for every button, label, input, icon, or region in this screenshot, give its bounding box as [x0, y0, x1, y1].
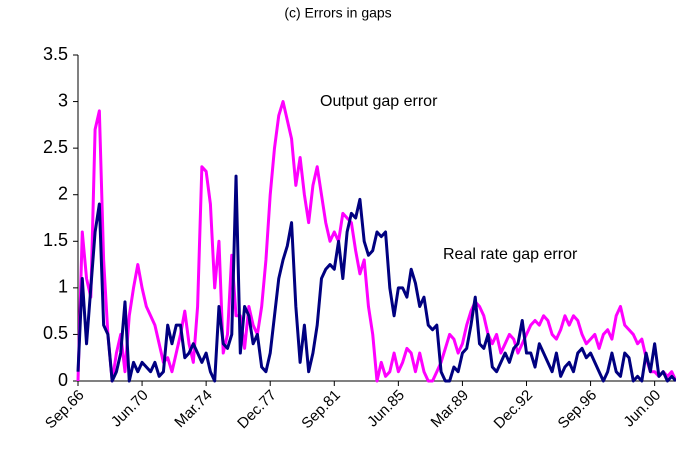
x-tick-label: Jun.70	[108, 387, 152, 431]
series-line	[76, 100, 676, 383]
y-tick-label: 1	[58, 277, 68, 297]
x-tick-label: Dec.92	[491, 387, 537, 433]
x-tick-label: Sep.66	[42, 387, 88, 433]
x-tick-label: Mar.89	[428, 387, 472, 431]
x-tick-label: Sep.96	[555, 387, 601, 433]
series-line	[76, 174, 676, 383]
x-tick-label: Jun.00	[620, 387, 664, 431]
x-tick-label: Dec.77	[234, 387, 280, 433]
y-tick-label: 1.5	[43, 230, 68, 250]
x-tick-label: Mar.74	[171, 387, 215, 431]
y-tick-label: 0	[58, 370, 68, 390]
y-tick-label: 2.5	[43, 137, 68, 157]
y-tick-label: 2	[58, 183, 68, 203]
x-tick-label: Sep.81	[298, 387, 344, 433]
series-label: Real rate gap error	[443, 246, 578, 263]
y-tick-label: 0.5	[43, 323, 68, 343]
series-label: Output gap error	[320, 93, 438, 110]
chart-title: (c) Errors in gaps	[284, 5, 391, 21]
y-tick-label: 3	[58, 90, 68, 110]
y-tick-label: 3.5	[43, 44, 68, 64]
x-tick-label: Jun.85	[364, 387, 408, 431]
